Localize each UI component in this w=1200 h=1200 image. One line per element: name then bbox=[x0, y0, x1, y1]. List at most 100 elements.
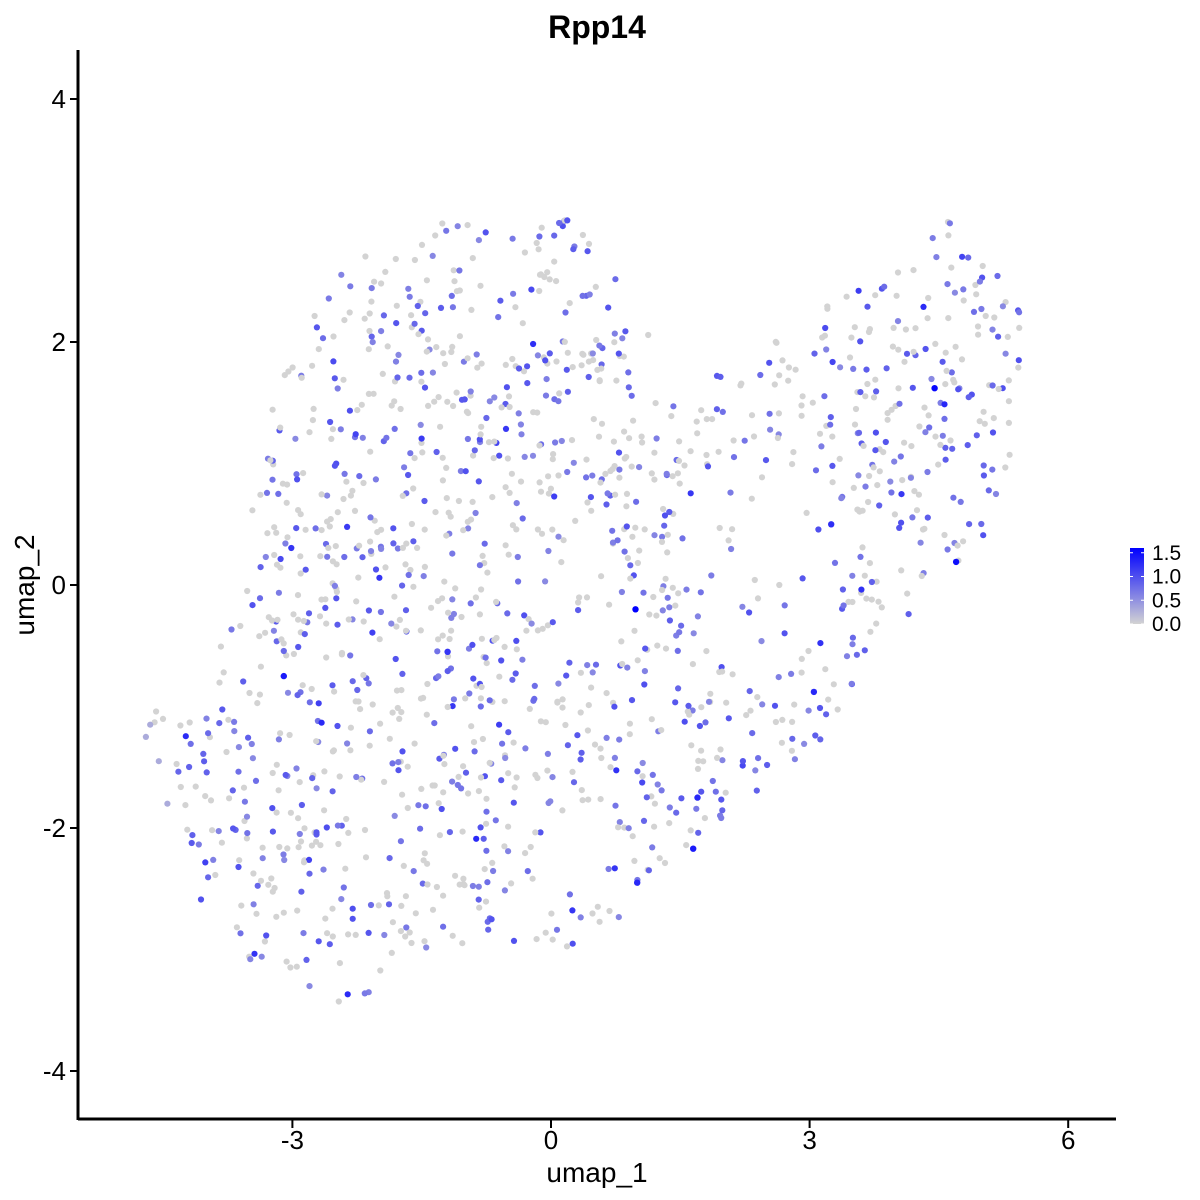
cell-point bbox=[322, 604, 329, 612]
cell-point bbox=[288, 544, 295, 552]
cell-point bbox=[626, 731, 633, 738]
cell-point bbox=[798, 412, 805, 419]
cell-point bbox=[702, 719, 709, 726]
cell-point bbox=[536, 479, 543, 486]
cell-point bbox=[264, 530, 271, 537]
cell-point bbox=[910, 348, 917, 355]
cell-point bbox=[423, 711, 430, 718]
cell-point bbox=[811, 350, 818, 357]
cell-point bbox=[534, 352, 542, 359]
cell-point bbox=[916, 423, 923, 430]
cell-point bbox=[478, 683, 485, 691]
cell-point bbox=[484, 569, 491, 576]
y-tick-label: 4 bbox=[52, 84, 66, 114]
cell-point bbox=[883, 365, 890, 372]
cell-point bbox=[300, 470, 307, 477]
cell-point bbox=[311, 312, 318, 320]
cell-point bbox=[975, 331, 982, 338]
cell-point bbox=[563, 943, 571, 950]
cell-point bbox=[424, 336, 432, 343]
cell-point bbox=[289, 364, 296, 371]
cell-point bbox=[703, 451, 710, 459]
cell-point bbox=[700, 758, 707, 765]
cell-point bbox=[594, 903, 601, 910]
cell-point bbox=[612, 491, 619, 498]
cell-point bbox=[570, 779, 578, 786]
cell-point bbox=[371, 278, 378, 285]
cell-point bbox=[549, 936, 556, 943]
cell-point bbox=[235, 863, 242, 871]
cell-point bbox=[896, 524, 903, 532]
cell-point bbox=[698, 747, 705, 754]
cell-point bbox=[418, 785, 425, 793]
cell-point bbox=[330, 333, 337, 340]
cell-point bbox=[815, 526, 822, 533]
cell-point bbox=[942, 444, 949, 451]
cell-point bbox=[257, 663, 264, 670]
cell-point bbox=[598, 754, 605, 762]
cell-point bbox=[356, 473, 363, 480]
cell-point bbox=[398, 687, 405, 694]
cell-point bbox=[417, 421, 424, 428]
cell-point bbox=[294, 907, 301, 914]
cell-point bbox=[872, 429, 880, 436]
colorbar-label: 0.5 bbox=[1152, 589, 1181, 612]
cell-point bbox=[855, 287, 862, 294]
cell-point bbox=[562, 721, 569, 729]
cell-point bbox=[542, 929, 549, 936]
cell-point bbox=[486, 759, 493, 767]
cell-point bbox=[840, 602, 847, 609]
cell-point bbox=[404, 804, 411, 812]
cell-point bbox=[182, 733, 189, 740]
cell-point bbox=[798, 402, 805, 409]
cell-point bbox=[579, 350, 586, 357]
cell-point bbox=[403, 540, 410, 547]
cell-point bbox=[155, 758, 162, 765]
cell-point bbox=[976, 418, 983, 425]
cell-point bbox=[625, 825, 632, 832]
cell-point bbox=[320, 866, 327, 873]
cell-point bbox=[629, 533, 636, 540]
cell-point bbox=[575, 607, 582, 614]
cell-point bbox=[1005, 377, 1012, 384]
cell-point bbox=[299, 682, 306, 689]
cell-point bbox=[280, 909, 287, 916]
cell-point bbox=[821, 332, 829, 339]
cell-point bbox=[623, 490, 631, 497]
cell-point bbox=[597, 796, 604, 803]
cell-point bbox=[630, 417, 637, 424]
cell-point bbox=[356, 542, 363, 549]
data-points bbox=[142, 217, 1023, 1005]
cell-point bbox=[690, 630, 697, 637]
cell-point bbox=[653, 435, 660, 442]
cell-point bbox=[939, 432, 946, 439]
cell-point bbox=[455, 773, 462, 781]
cell-point bbox=[439, 632, 446, 639]
cell-point bbox=[694, 613, 702, 620]
cell-point bbox=[654, 781, 661, 788]
cell-point bbox=[424, 680, 431, 688]
cell-point bbox=[792, 366, 799, 373]
cell-point bbox=[287, 964, 294, 971]
cell-point bbox=[676, 480, 683, 487]
cell-point bbox=[639, 773, 646, 780]
cell-point bbox=[776, 581, 783, 589]
cell-point bbox=[960, 538, 967, 545]
cell-point bbox=[177, 722, 184, 729]
cell-point bbox=[654, 642, 661, 649]
cell-point bbox=[276, 843, 283, 851]
cell-point bbox=[263, 932, 270, 939]
cell-point bbox=[284, 534, 291, 541]
cell-point bbox=[546, 276, 553, 283]
cell-point bbox=[340, 495, 347, 503]
cell-point bbox=[779, 716, 786, 724]
cell-point bbox=[694, 765, 702, 773]
cell-point bbox=[504, 455, 511, 462]
cell-point bbox=[585, 702, 592, 709]
cell-point bbox=[394, 374, 401, 381]
cell-point bbox=[534, 627, 542, 634]
cell-point bbox=[521, 612, 528, 619]
cell-point bbox=[661, 512, 669, 519]
cell-point bbox=[533, 239, 540, 247]
cell-point bbox=[592, 661, 600, 668]
